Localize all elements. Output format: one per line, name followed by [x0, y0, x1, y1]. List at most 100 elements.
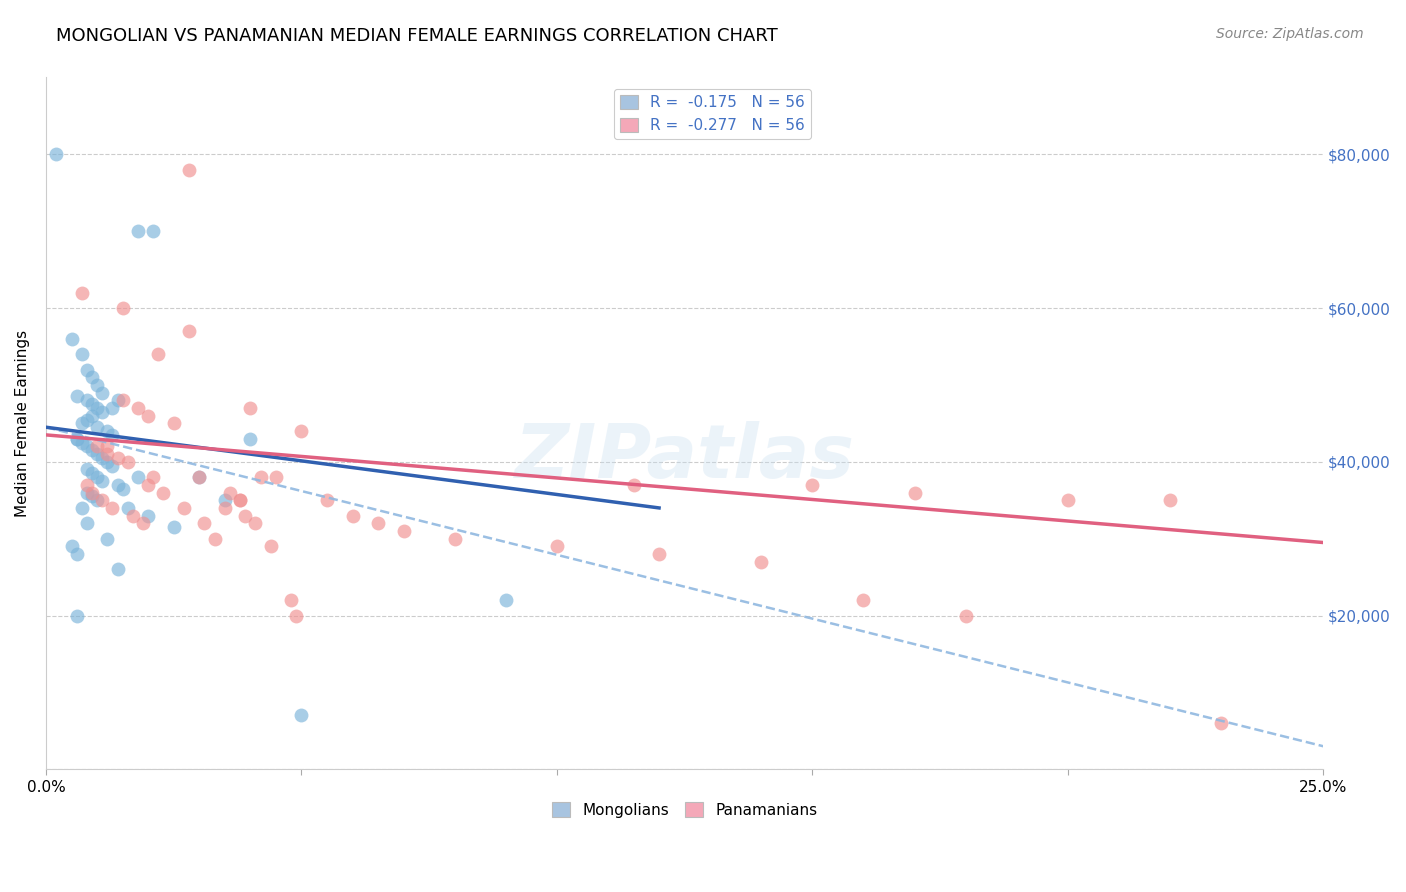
Point: [70, 435, 93, 450]
Point: [177, 162, 200, 177]
Legend: Mongolians, Panamanians: Mongolians, Panamanians: [546, 797, 824, 824]
Point: [852, 593, 875, 607]
Point: [132, 516, 155, 531]
Point: [214, 493, 236, 508]
Point: [1056, 493, 1078, 508]
Point: [101, 500, 124, 515]
Point: [111, 301, 134, 315]
Point: [70, 500, 93, 515]
Text: ZIPatlas: ZIPatlas: [515, 421, 855, 494]
Text: Source: ZipAtlas.com: Source: ZipAtlas.com: [1216, 27, 1364, 41]
Point: [76, 393, 98, 408]
Point: [70, 285, 93, 300]
Point: [45, 147, 67, 161]
Point: [86, 439, 108, 453]
Point: [101, 458, 124, 473]
Point: [136, 478, 159, 492]
Point: [107, 450, 129, 465]
Point: [86, 420, 108, 434]
Point: [117, 455, 139, 469]
Point: [66, 432, 89, 446]
Point: [80, 485, 103, 500]
Point: [96, 532, 118, 546]
Point: [260, 540, 283, 554]
Point: [96, 447, 118, 461]
Point: [107, 478, 129, 492]
Point: [91, 450, 114, 465]
Point: [148, 347, 170, 361]
Point: [80, 409, 103, 423]
Point: [264, 470, 287, 484]
Point: [60, 540, 83, 554]
Point: [107, 562, 129, 576]
Point: [239, 432, 262, 446]
Point: [111, 393, 134, 408]
Point: [121, 508, 143, 523]
Point: [76, 362, 98, 376]
Point: [91, 405, 114, 419]
Point: [290, 424, 312, 438]
Point: [801, 478, 824, 492]
Point: [76, 516, 98, 531]
Point: [173, 500, 195, 515]
Point: [96, 455, 118, 469]
Point: [66, 389, 89, 403]
Point: [142, 224, 165, 238]
Point: [70, 347, 93, 361]
Point: [80, 467, 103, 481]
Point: [229, 493, 252, 508]
Point: [127, 470, 149, 484]
Point: [392, 524, 415, 538]
Point: [152, 485, 174, 500]
Point: [316, 493, 339, 508]
Point: [648, 547, 671, 561]
Point: [163, 520, 186, 534]
Point: [101, 428, 124, 442]
Point: [955, 608, 977, 623]
Point: [623, 478, 645, 492]
Point: [76, 462, 98, 476]
Y-axis label: Median Female Earnings: Median Female Earnings: [15, 330, 30, 517]
Point: [245, 516, 267, 531]
Point: [80, 397, 103, 411]
Point: [76, 412, 98, 426]
Point: [86, 401, 108, 415]
Point: [749, 555, 772, 569]
Point: [177, 324, 200, 338]
Point: [229, 493, 252, 508]
Point: [80, 370, 103, 384]
Point: [80, 443, 103, 458]
Point: [136, 508, 159, 523]
Point: [214, 500, 236, 515]
Point: [111, 482, 134, 496]
Point: [60, 332, 83, 346]
Point: [76, 478, 98, 492]
Point: [903, 485, 925, 500]
Point: [193, 516, 215, 531]
Point: [495, 593, 517, 607]
Point: [142, 470, 165, 484]
Point: [188, 470, 211, 484]
Point: [249, 470, 271, 484]
Point: [96, 439, 118, 453]
Point: [66, 608, 89, 623]
Point: [70, 417, 93, 431]
Point: [239, 401, 262, 415]
Point: [91, 493, 114, 508]
Point: [66, 547, 89, 561]
Point: [86, 493, 108, 508]
Point: [443, 532, 465, 546]
Point: [546, 540, 568, 554]
Point: [163, 417, 186, 431]
Point: [76, 485, 98, 500]
Point: [86, 378, 108, 392]
Point: [280, 593, 302, 607]
Point: [117, 500, 139, 515]
Point: [96, 424, 118, 438]
Point: [86, 470, 108, 484]
Point: [342, 508, 364, 523]
Point: [204, 532, 226, 546]
Point: [1159, 493, 1181, 508]
Point: [86, 447, 108, 461]
Point: [101, 401, 124, 415]
